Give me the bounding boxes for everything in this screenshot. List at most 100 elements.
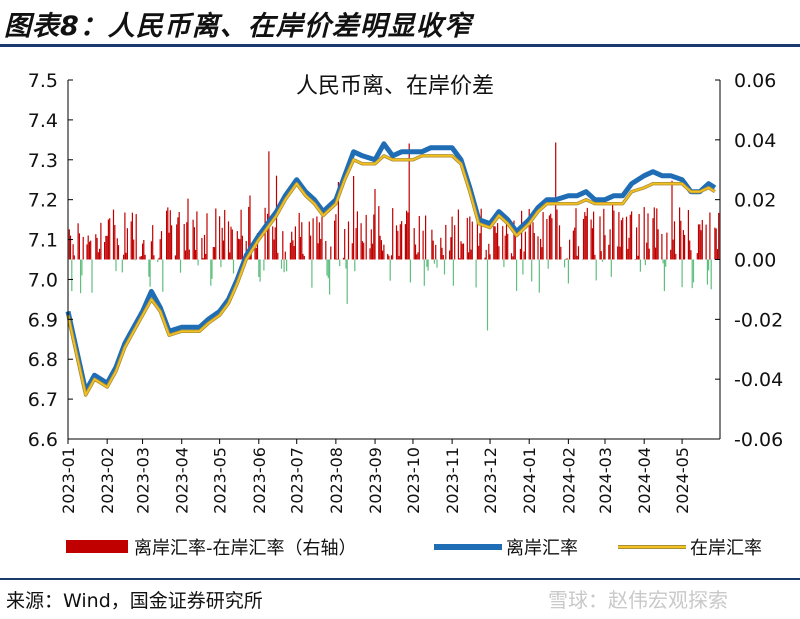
legend: 离岸汇率-在岸汇率（右轴） 离岸汇率 在岸汇率	[66, 538, 762, 559]
spread-bar	[599, 216, 601, 260]
spread-bar	[370, 229, 372, 260]
spread-bar	[449, 250, 451, 260]
spread-bar	[469, 216, 471, 260]
spread-bar	[82, 236, 84, 260]
spread-bar	[90, 240, 92, 260]
spread-bar	[442, 255, 444, 260]
spread-bar	[166, 210, 168, 260]
spread-bar	[648, 248, 650, 260]
spread-bar	[183, 224, 185, 260]
spread-bar	[644, 259, 646, 266]
spread-bar	[250, 251, 252, 260]
spread-bar	[519, 248, 521, 260]
spread-bar	[497, 223, 499, 260]
spread-bar	[318, 222, 320, 260]
spread-bar	[471, 221, 473, 260]
spread-bar	[330, 246, 332, 260]
spread-bar	[432, 240, 434, 260]
spread-bar	[188, 249, 190, 260]
x-tick-label: 2024-01	[520, 447, 539, 514]
bottom-rule	[0, 578, 800, 580]
spread-bar	[87, 235, 89, 260]
spread-bar	[273, 239, 275, 260]
spread-bar	[104, 242, 106, 260]
spread-bar	[582, 218, 585, 260]
spread-bar	[221, 227, 223, 260]
spread-bar	[666, 232, 668, 260]
spread-bar	[282, 231, 284, 260]
spread-bar	[529, 214, 532, 260]
spread-bar	[457, 209, 459, 260]
spread-bar	[718, 212, 720, 260]
spread-bar	[542, 212, 544, 260]
spread-bar	[565, 258, 567, 260]
spread-bar	[335, 214, 337, 260]
spread-bar	[706, 259, 708, 285]
spread-bar	[569, 239, 571, 260]
spread-bar	[423, 259, 425, 286]
spread-bar	[617, 246, 619, 260]
spread-bar	[413, 228, 415, 260]
spread-bar	[551, 218, 553, 260]
spread-bar	[268, 151, 270, 260]
spread-bar	[414, 244, 417, 260]
spread-bar	[229, 252, 231, 260]
spread-bar	[316, 216, 318, 260]
spread-bar	[201, 237, 203, 260]
spread-bar	[670, 249, 672, 260]
spread-bar	[537, 236, 539, 260]
spread-bar	[610, 259, 612, 277]
spread-bar	[576, 255, 578, 260]
spread-bar	[637, 255, 639, 260]
spread-bar	[346, 259, 348, 304]
spread-bar	[355, 228, 357, 260]
spread-bar	[176, 224, 178, 260]
x-tick-label: 2023-02	[98, 447, 117, 514]
spread-bar	[91, 259, 93, 293]
spread-bar	[205, 253, 207, 260]
spread-bar	[397, 230, 399, 260]
spread-bar	[398, 255, 400, 260]
spread-bar	[502, 226, 504, 260]
offshore-rate-line	[65, 141, 717, 394]
spread-bar	[417, 252, 419, 260]
spread-bar	[513, 220, 515, 260]
spread-bar	[292, 240, 294, 260]
spread-bar	[222, 240, 224, 260]
spread-bar	[399, 224, 401, 260]
legend-label-offshore: 离岸汇率	[506, 538, 578, 559]
spread-bar	[158, 257, 160, 260]
spread-bar	[202, 258, 204, 260]
spread-bar	[604, 235, 606, 260]
y-tick-label-left: 7.0	[28, 269, 58, 291]
y-tick-label-right: -0.06	[734, 429, 783, 451]
spread-bar	[556, 209, 558, 260]
spread-bar	[627, 248, 629, 260]
spread-bar	[590, 219, 592, 260]
spread-bar	[532, 222, 534, 260]
y-tick-label-left: 6.8	[28, 349, 58, 371]
spread-bar	[177, 217, 179, 260]
spread-bar	[73, 255, 75, 260]
spread-bar	[619, 246, 621, 260]
spread-bar	[622, 217, 624, 260]
spread-bar	[293, 246, 295, 260]
x-tick-label: 2023-05	[211, 447, 230, 514]
spread-bar	[308, 221, 310, 260]
spread-bar	[167, 207, 169, 260]
spread-bar	[81, 259, 83, 276]
spread-bar	[701, 219, 703, 260]
figure-title: 图表8：人民币离、在岸价差明显收窄	[4, 11, 472, 42]
spread-bar	[286, 259, 288, 272]
spread-bar	[503, 259, 505, 268]
spread-bar	[210, 259, 212, 286]
spread-bar	[321, 216, 323, 260]
spread-bar	[558, 225, 561, 260]
x-tick-label: 2023-06	[250, 447, 269, 514]
spread-bar	[345, 259, 347, 269]
spread-bar	[294, 226, 296, 260]
spread-bar	[436, 259, 438, 268]
spread-bar	[351, 243, 353, 260]
spread-bar	[451, 216, 453, 260]
spread-bar	[149, 259, 151, 287]
